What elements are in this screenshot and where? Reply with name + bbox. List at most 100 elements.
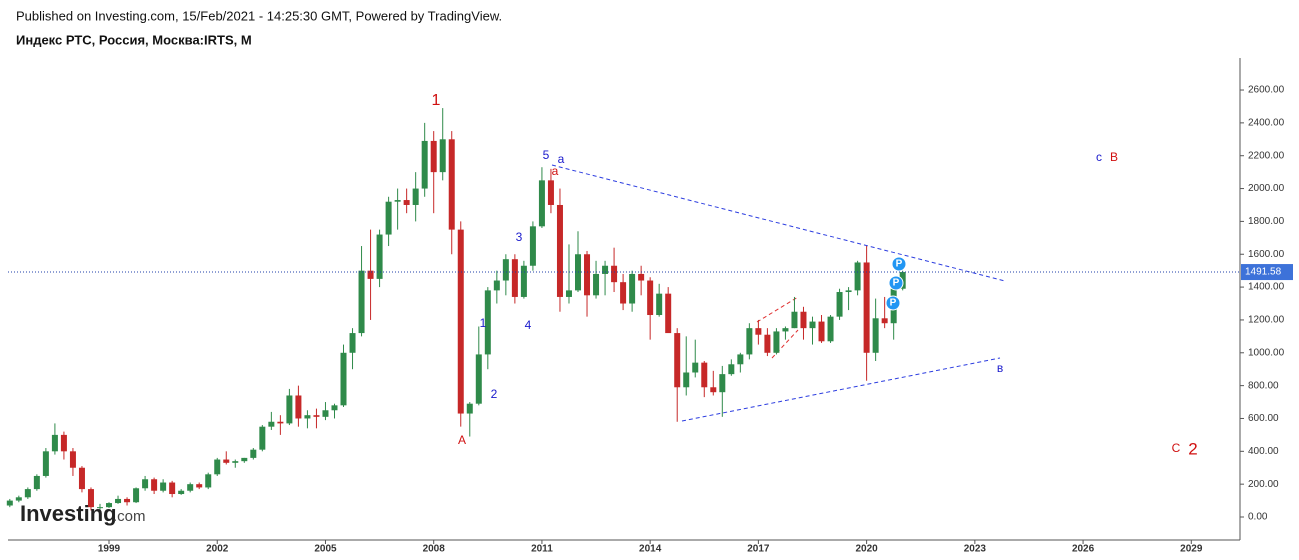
x-tick-label: 2002 [206, 544, 229, 555]
candle-body [845, 290, 852, 293]
candle-body [331, 405, 338, 411]
candle-body [15, 497, 22, 501]
last-price-box [1241, 264, 1293, 281]
logo-suffix: .com [113, 508, 146, 525]
candle-body [493, 280, 500, 291]
candle-body [746, 328, 753, 355]
candle-body [160, 482, 167, 491]
red-trendline [756, 296, 799, 323]
candle-body [340, 352, 347, 406]
candle-body [430, 140, 437, 173]
candle-body [593, 273, 600, 296]
wave-label: P [896, 259, 903, 270]
wave-label: B [1110, 150, 1118, 164]
candle-body [133, 488, 140, 503]
candle-body [764, 334, 771, 353]
candle-body [538, 180, 545, 227]
candle-body [78, 467, 85, 490]
candle-body [33, 475, 40, 490]
candle-body [529, 226, 536, 266]
x-tick-label: 2017 [747, 544, 770, 555]
candle-body [872, 318, 879, 353]
candle-body [692, 362, 699, 373]
candle-body [241, 457, 248, 462]
candle-body [881, 318, 888, 324]
candle-body [638, 273, 645, 281]
wave-label: 2 [1188, 439, 1197, 458]
candle-body [295, 395, 302, 419]
candle-body [69, 451, 76, 468]
candle-body [710, 387, 717, 393]
candle-body [602, 265, 609, 274]
candle-body [178, 490, 185, 495]
candle-body [421, 140, 428, 189]
last-price-label: 1491.58 [1245, 267, 1282, 278]
wave-label: 4 [525, 318, 532, 332]
wave-label: 2 [491, 387, 498, 401]
wave-label: 3 [516, 230, 523, 244]
candle-body [51, 434, 58, 452]
candle-body [565, 290, 572, 297]
y-tick-label: 400.00 [1248, 446, 1279, 457]
x-tick-label: 1999 [98, 544, 121, 555]
y-tick-label: 800.00 [1248, 380, 1279, 391]
candle-body [827, 316, 834, 342]
wave-label: в [997, 361, 1003, 375]
wave-label: 5 [543, 148, 550, 162]
upper-trendline [551, 164, 1006, 282]
candle-body [836, 292, 843, 317]
candle-body [286, 395, 293, 424]
candle-body [412, 188, 419, 205]
x-tick-label: 2011 [531, 544, 553, 555]
candle-body [556, 204, 563, 297]
candle-body [502, 259, 509, 281]
candle-body [448, 139, 455, 230]
y-tick-label: 2000.00 [1248, 183, 1285, 194]
published-note: Published on Investing.com, 15/Feb/2021 … [16, 8, 502, 23]
y-tick-label: 1400.00 [1248, 282, 1285, 293]
y-tick-label: 2600.00 [1248, 85, 1285, 96]
position-marker [885, 295, 901, 311]
wave-label: P [890, 298, 897, 309]
candle-body [42, 451, 49, 476]
candle-body [755, 328, 762, 335]
x-tick-label: 2023 [964, 544, 987, 555]
candle-body [475, 354, 482, 404]
candle-body [259, 426, 266, 450]
candle-body [196, 484, 203, 488]
candle-body [611, 265, 618, 283]
candle-body [809, 321, 816, 329]
candle-body [547, 180, 554, 205]
candle-body [791, 311, 798, 329]
candle-body [151, 479, 158, 491]
candle-body [457, 229, 464, 414]
candle-body [800, 311, 807, 329]
y-tick-label: 1000.00 [1248, 347, 1285, 358]
candle-body [142, 479, 149, 489]
candle-body [511, 259, 518, 297]
wave-label: A [458, 433, 466, 447]
candle-body [349, 333, 356, 353]
candle-body [584, 254, 591, 296]
candle-body [277, 421, 284, 424]
wave-label: a [552, 164, 559, 178]
candle-body [484, 290, 491, 355]
candle-body [466, 403, 473, 414]
candle-body [376, 234, 383, 279]
x-tick-label: 2005 [314, 544, 337, 555]
candle-body [674, 333, 681, 388]
y-tick-label: 0.00 [1248, 512, 1268, 523]
y-tick-label: 2400.00 [1248, 118, 1285, 129]
candle-body [728, 364, 735, 375]
candle-body [385, 201, 392, 235]
wave-label: C [1172, 441, 1181, 455]
wave-label: P [893, 278, 900, 289]
candle-body [87, 489, 94, 508]
candle-body [187, 484, 194, 491]
candle-body [403, 200, 410, 205]
candle-body [394, 200, 401, 202]
candle-body [115, 498, 122, 504]
candle-body [313, 415, 320, 417]
candle-body [358, 270, 365, 334]
